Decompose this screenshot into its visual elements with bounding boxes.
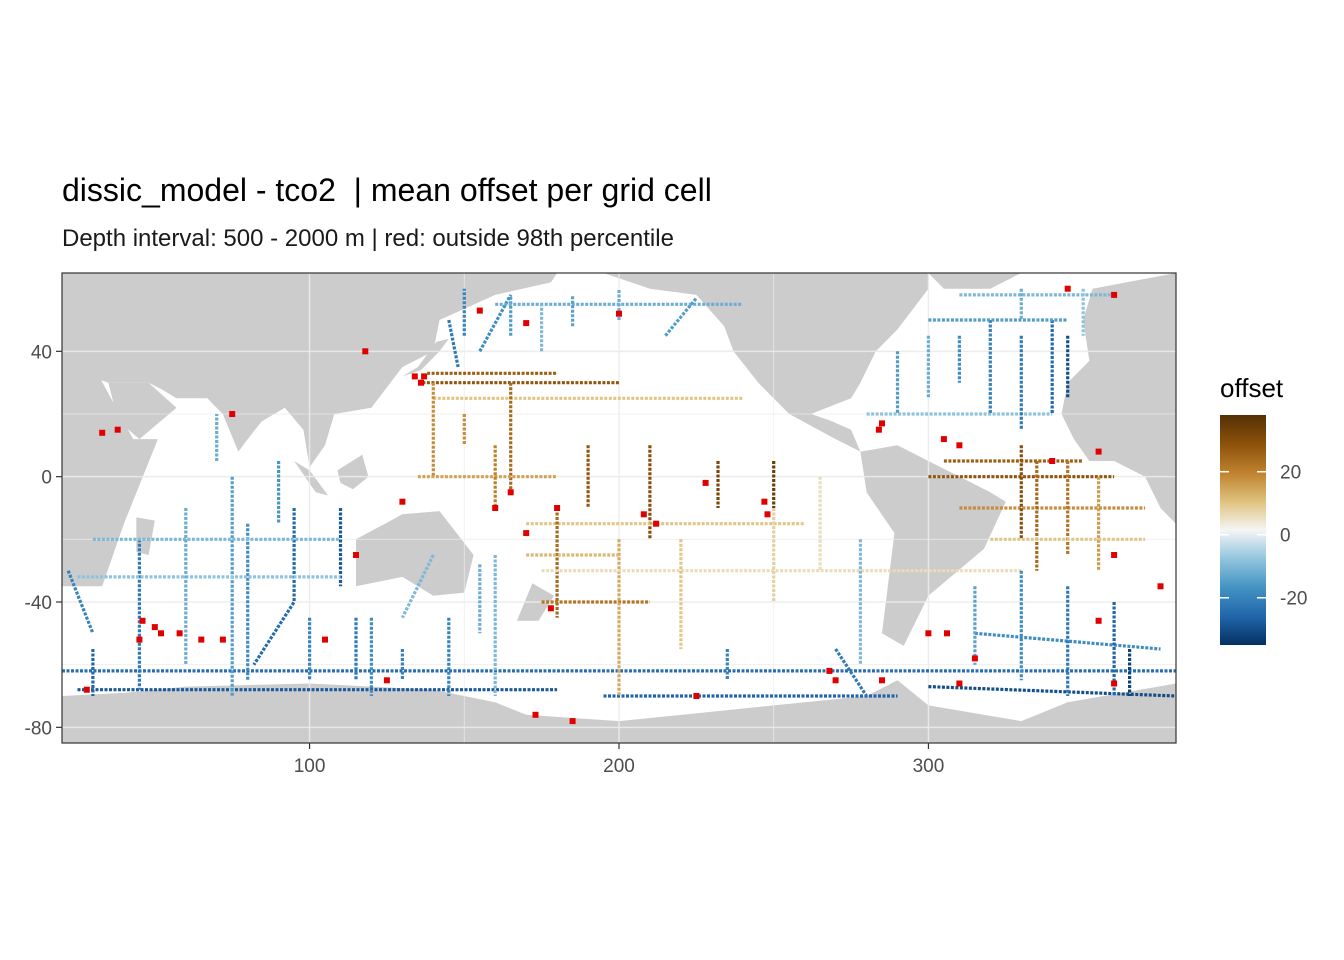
legend-title: offset: [1220, 373, 1284, 403]
offset-track: [478, 294, 513, 353]
outlier-cell: [554, 505, 561, 511]
outlier-cell: [547, 605, 554, 612]
legend-tick-label: 20: [1280, 463, 1301, 484]
outlier-cell: [322, 636, 328, 643]
outlier-cell: [99, 429, 106, 436]
x-tick-label: 200: [603, 756, 635, 777]
land-north-america: [603, 273, 929, 452]
outlier-cell: [492, 505, 499, 511]
legend-tick-label: -20: [1280, 589, 1307, 610]
outlier-cell: [1111, 552, 1118, 558]
x-tick-label: 100: [294, 756, 326, 777]
outlier-cell: [653, 520, 660, 527]
outlier-cell: [229, 411, 236, 417]
outlier-cell: [114, 426, 121, 433]
outlier-cell: [151, 624, 158, 631]
outlier-cell: [532, 711, 539, 718]
outlier-cell: [956, 680, 963, 687]
offset-track: [974, 631, 1161, 651]
outlier-cell: [569, 718, 576, 725]
outlier-cell: [944, 630, 950, 637]
land-sumatra: [294, 461, 329, 496]
offset-track: [834, 648, 868, 697]
outlier-cell: [764, 511, 771, 518]
y-tick-label: 40: [31, 342, 52, 363]
outlier-cell: [702, 479, 709, 486]
outlier-cell: [219, 636, 226, 643]
outlier-cell: [418, 379, 424, 386]
outlier-cell: [1111, 291, 1118, 298]
land-japan: [402, 338, 449, 377]
outlier-cell: [421, 373, 428, 380]
chart-subtitle: Depth interval: 500 - 2000 m | red: outs…: [62, 225, 674, 252]
offset-track: [447, 319, 460, 368]
outlier-cell: [879, 677, 885, 684]
y-tick-label: -40: [25, 593, 52, 614]
land-greenland: [928, 273, 1022, 289]
outlier-cell: [1095, 617, 1102, 624]
outlier-cell: [832, 677, 839, 684]
offset-tracks: [62, 288, 1176, 698]
x-tick-label: 300: [913, 756, 945, 777]
outlier-cell: [826, 667, 833, 674]
outlier-cell: [399, 498, 406, 505]
legend-colorbar: [1220, 415, 1266, 645]
legend-tick-label: 0: [1280, 526, 1291, 547]
outlier-cell: [176, 630, 183, 637]
outlier-cell: [616, 310, 622, 317]
outlier-cell: [136, 636, 143, 643]
outlier-cell: [523, 320, 530, 327]
outlier-cell: [158, 630, 164, 637]
land-australia: [356, 511, 474, 596]
outlier-cell: [1064, 285, 1071, 292]
outlier-cell: [1111, 680, 1118, 687]
outlier-cell: [1095, 448, 1102, 455]
outlier-cell: [476, 307, 483, 314]
offset-track: [66, 570, 95, 634]
outlier-cell: [1157, 583, 1164, 590]
outlier-cell: [507, 489, 514, 496]
outlier-cell: [640, 511, 647, 518]
outlier-cell: [956, 442, 963, 449]
chart-title: dissic_model - tco2 | mean offset per gr…: [62, 172, 712, 208]
offset-track: [664, 297, 698, 337]
outlier-cell: [925, 630, 932, 637]
outlier-cell: [139, 617, 146, 624]
map-panel: [62, 273, 1176, 743]
outlier-cell: [940, 436, 947, 443]
legend: offset 20 0 -20: [1220, 373, 1307, 645]
axes: 100 200 300 -80 -40 0 40: [25, 342, 945, 777]
outlier-cell: [879, 420, 885, 427]
y-tick-label: 0: [41, 468, 52, 489]
offset-track: [928, 685, 1176, 698]
outlier-cell: [353, 552, 359, 558]
outlier-cell: [411, 373, 418, 380]
offset-track: [400, 554, 435, 619]
outlier-cell: [693, 693, 700, 699]
outlier-cell: [523, 530, 530, 537]
outlier-cell: [198, 636, 205, 643]
land-borneo: [337, 454, 369, 490]
land-europe-africa-west: [1061, 273, 1176, 524]
outlier-cells: [83, 285, 1164, 725]
outlier-cell: [761, 498, 768, 505]
legend-ticks: 20 0 -20: [1220, 463, 1307, 610]
land-south-america: [860, 445, 1006, 646]
y-tick-label: -80: [25, 718, 52, 739]
outlier-cell: [362, 348, 369, 355]
outlier-cell: [383, 677, 390, 684]
outlier-cell: [875, 426, 882, 433]
outlier-cell: [83, 686, 90, 693]
land-arabia: [108, 382, 177, 440]
outlier-cell: [971, 655, 978, 662]
outlier-cell: [1049, 458, 1056, 464]
